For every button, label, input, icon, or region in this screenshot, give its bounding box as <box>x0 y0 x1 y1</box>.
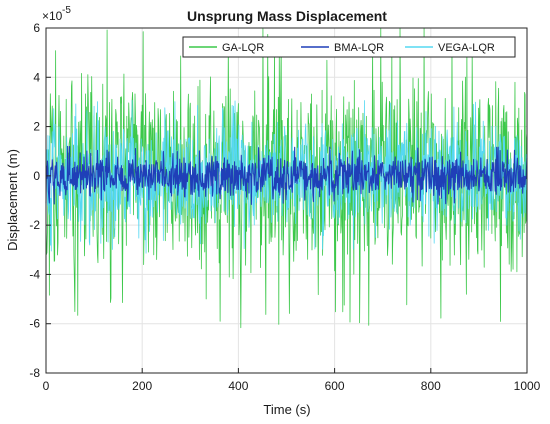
y-tick-label: 2 <box>33 120 40 134</box>
x-tick-label: 0 <box>43 379 50 393</box>
y-tick-label: -6 <box>29 317 40 331</box>
x-tick-label: 1000 <box>514 379 541 393</box>
x-tick-label: 400 <box>228 379 248 393</box>
legend-label: BMA-LQR <box>334 42 384 54</box>
series-group <box>45 27 528 329</box>
y-axis-label: Displacement (m) <box>5 149 20 251</box>
y-tick-label: 0 <box>33 169 40 183</box>
series-line-vega-lqr <box>45 99 528 254</box>
y-exponent-base: ×10 <box>42 9 63 23</box>
y-tick-label: -8 <box>29 366 40 380</box>
x-tick-label: 600 <box>325 379 345 393</box>
y-tick-label: -2 <box>29 218 40 232</box>
x-axis-label: Time (s) <box>263 402 310 417</box>
y-tick-label: 6 <box>33 21 40 35</box>
y-tick-label: 4 <box>33 70 40 84</box>
legend-label: GA-LQR <box>222 42 264 54</box>
chart-title: Unsprung Mass Displacement <box>187 8 387 24</box>
plot-frame <box>45 27 528 374</box>
series-line-bma-lqr <box>45 145 528 206</box>
legend-label: VEGA-LQR <box>438 42 495 54</box>
y-exponent-power: -5 <box>62 5 71 16</box>
x-tick-label: 200 <box>132 379 152 393</box>
legend: GA-LQR BMA-LQR VEGA-LQR <box>182 36 516 58</box>
y-exponent: ×10 -5 <box>42 5 71 23</box>
legend-box <box>182 36 516 58</box>
x-tick-label: 800 <box>421 379 441 393</box>
tick-group: 0 200 400 600 800 1000 -8 -6 -4 -2 0 2 4 6 <box>29 21 540 393</box>
y-tick-label: -4 <box>29 267 40 281</box>
